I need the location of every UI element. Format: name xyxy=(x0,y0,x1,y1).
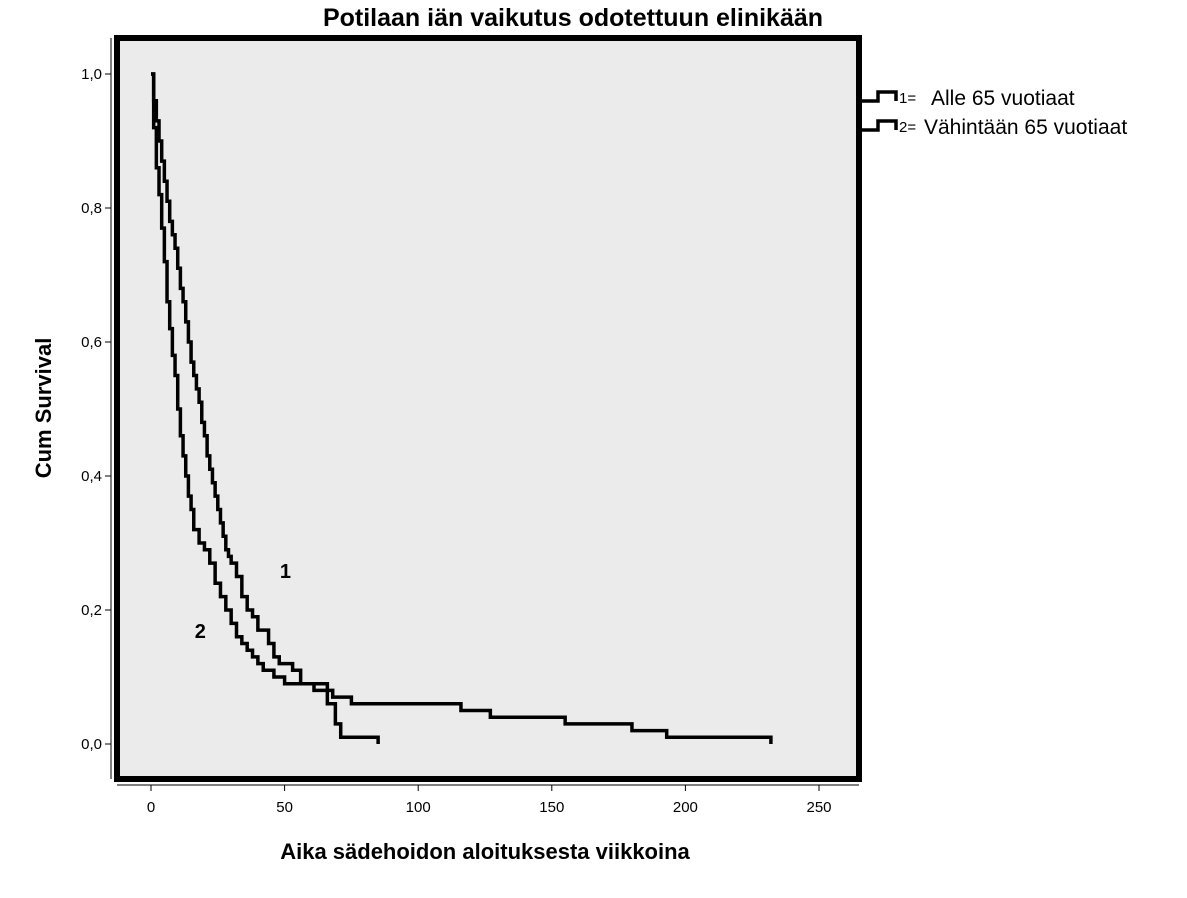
legend-label-2: Vähintään 65 vuotiaat xyxy=(924,116,1127,139)
legend-number-2: 2= xyxy=(899,119,916,136)
x-tick-label: 50 xyxy=(276,799,293,816)
y-tick-label: 0,8 xyxy=(81,200,102,217)
y-axis-label: Cum Survival xyxy=(31,338,56,479)
y-tick-label: 0,4 xyxy=(81,468,102,485)
series-line-1 xyxy=(151,72,773,744)
legend: 1= Alle 65 vuotiaat 2= Vähintään 65 vuotiaa… xyxy=(862,87,1127,139)
x-axis: 0 50 100 150 200 250 xyxy=(117,784,859,816)
y-tick-label: 0,0 xyxy=(81,736,102,753)
y-tick-label: 0,2 xyxy=(81,602,102,619)
y-tick-label: 1,0 xyxy=(81,66,102,83)
x-tick-label: 100 xyxy=(406,799,431,816)
x-tick-label: 150 xyxy=(539,799,564,816)
x-tick-label: 250 xyxy=(806,799,831,816)
plot-frame xyxy=(114,35,862,782)
x-tick-label: 0 xyxy=(147,799,155,816)
curve-label-1: 1 xyxy=(280,561,291,583)
plot-area: 12 xyxy=(114,35,862,782)
y-axis: 0,0 0,2 0,4 0,6 0,8 1,0 xyxy=(81,38,112,779)
legend-label-1: Alle 65 vuotiaat xyxy=(931,87,1075,110)
legend-swatch-1 xyxy=(862,90,898,103)
legend-number-1: 1= xyxy=(899,90,916,107)
chart-title: Potilaan iän vaikutus odotettuun elinikä… xyxy=(323,4,823,32)
series-line-2 xyxy=(151,72,380,744)
x-axis-label: Aika sädehoidon aloituksesta viikkoina xyxy=(280,839,690,864)
curve-label-2: 2 xyxy=(195,621,206,643)
y-tick-label: 0,6 xyxy=(81,334,102,351)
legend-swatch-2 xyxy=(862,119,898,132)
x-tick-label: 200 xyxy=(673,799,698,816)
